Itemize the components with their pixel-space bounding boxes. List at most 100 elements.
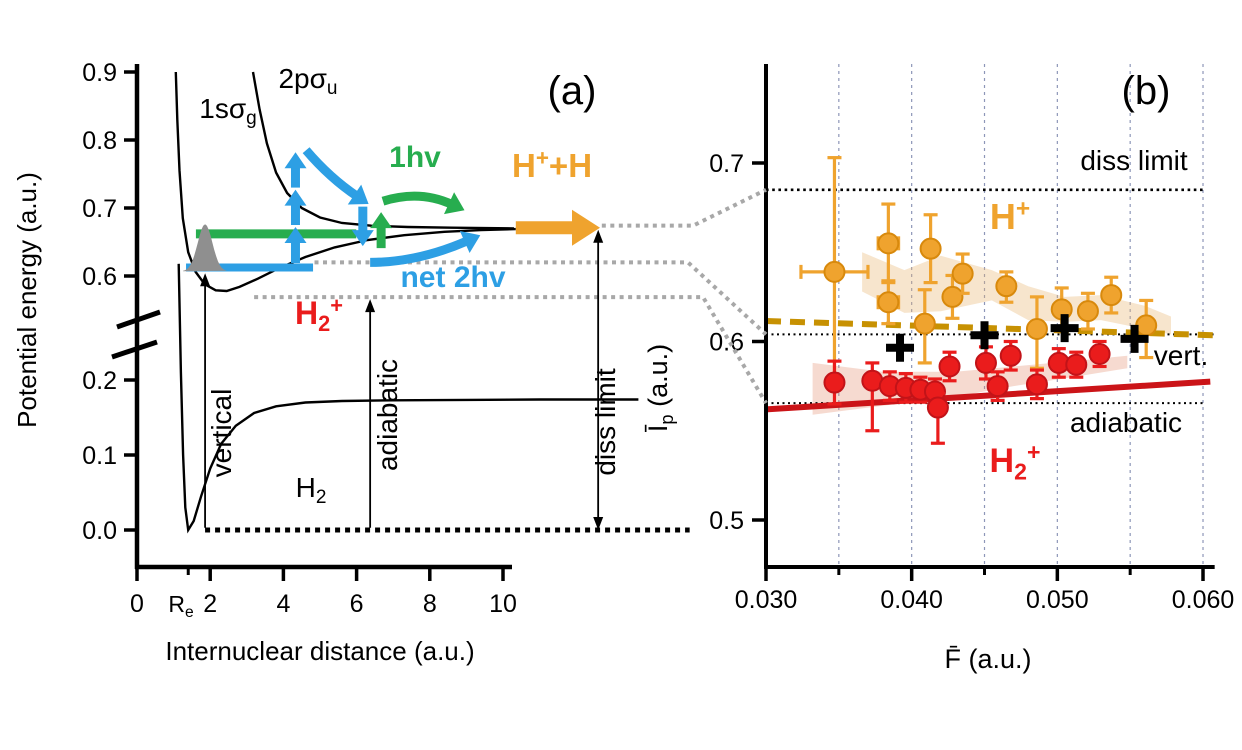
y-tick-label: 0.2 bbox=[82, 367, 117, 395]
arrow-head bbox=[284, 227, 307, 243]
data-point-cross-markers bbox=[1120, 324, 1149, 353]
green-1hv-arrow bbox=[381, 191, 455, 209]
arrow-head bbox=[365, 299, 376, 313]
label-diss-limit-a: diss limit bbox=[590, 368, 621, 476]
data-point-H2-plus bbox=[926, 391, 949, 445]
marker-circle bbox=[986, 375, 1009, 398]
axis-break-slash bbox=[116, 309, 161, 330]
curve-1ssg bbox=[174, 71, 516, 293]
data-point-H-plus bbox=[919, 213, 942, 285]
arrow-head bbox=[444, 192, 465, 215]
re-tick-label: Re bbox=[168, 591, 193, 621]
data-point-cross-markers bbox=[886, 333, 915, 362]
x-tick-label: 2 bbox=[203, 590, 217, 618]
series-H2-plus bbox=[823, 339, 1111, 445]
arrow-head bbox=[284, 189, 307, 206]
blue-slide-down-arrow bbox=[302, 147, 360, 201]
marker-circle bbox=[1088, 342, 1111, 365]
data-point-H-plus bbox=[913, 288, 936, 365]
x-tick-label: 0.030 bbox=[735, 586, 798, 614]
y-tick-label: 0.5 bbox=[709, 507, 744, 535]
arrow-head bbox=[347, 184, 369, 205]
data-point-H2-plus bbox=[986, 370, 1009, 403]
x-tick-label: 4 bbox=[276, 590, 290, 618]
panel-b-tag: (b) bbox=[1122, 69, 1171, 113]
x-tick-label: 10 bbox=[489, 590, 517, 618]
data-point-cross-markers bbox=[1050, 314, 1079, 343]
marker-circle bbox=[951, 262, 974, 285]
marker-circle bbox=[974, 351, 997, 374]
label-hplus-b: H+ bbox=[990, 195, 1030, 237]
marker-circle bbox=[1076, 300, 1099, 323]
marker-circle bbox=[926, 396, 949, 419]
y-tick-label: 0.7 bbox=[82, 195, 117, 223]
series-cross-markers bbox=[886, 314, 1149, 362]
marker-circle bbox=[941, 285, 964, 308]
label-vertical: vertical bbox=[206, 389, 237, 478]
panel-b: 0.030 0.040 0.050 0.060 0.7 0.6 0.5 (b) diss lim… bbox=[643, 64, 1234, 674]
data-point-H-plus bbox=[799, 156, 870, 388]
curve-H2-ground-state bbox=[177, 263, 639, 534]
gray-guide-line bbox=[314, 260, 768, 336]
marker-circle bbox=[1100, 284, 1123, 307]
marker-circle bbox=[913, 312, 936, 335]
data-point-H-plus bbox=[1100, 275, 1123, 315]
label-adiabatic-a: adiabatic bbox=[372, 359, 403, 471]
data-point-H-plus bbox=[995, 270, 1018, 304]
blue-net2hv-arrow bbox=[370, 236, 470, 267]
arrow-head bbox=[351, 230, 374, 247]
panel-a-axes: 0.9 0.8 0.7 0.6 0.2 0.1 0.0 0 2 4 6 8 10 bbox=[82, 59, 517, 618]
x-tick-label: 8 bbox=[423, 590, 437, 618]
y-tick-label: 0.7 bbox=[709, 150, 744, 178]
arrow-head bbox=[284, 152, 307, 169]
y-tick-label: 0.6 bbox=[709, 329, 744, 357]
arrow-head bbox=[370, 212, 393, 229]
arrow-head bbox=[459, 231, 481, 253]
marker-circle bbox=[938, 355, 961, 378]
marker-circle bbox=[1065, 353, 1088, 376]
axis-break-slash bbox=[111, 339, 158, 360]
axis-title-x-b: F̄ (a.u.) bbox=[944, 644, 1031, 674]
label-diss-limit-b: diss limit bbox=[1080, 145, 1188, 176]
marker-circle bbox=[823, 260, 846, 283]
hplus-band bbox=[862, 252, 1171, 335]
arrow-head bbox=[593, 229, 604, 243]
data-point-H2-plus bbox=[999, 339, 1022, 372]
marker-circle bbox=[823, 371, 846, 394]
label-h2plus-a: H2+ bbox=[295, 293, 343, 336]
panel-b-axes: 0.030 0.040 0.050 0.060 0.7 0.6 0.5 bbox=[709, 64, 1234, 614]
marker-circle bbox=[1025, 318, 1048, 341]
x-tick-label: 6 bbox=[350, 590, 364, 618]
x-tick-label: 0 bbox=[130, 590, 144, 618]
data-point-H2-plus bbox=[938, 350, 961, 383]
marker-circle bbox=[999, 344, 1022, 367]
marker-circle bbox=[995, 275, 1018, 298]
x-tick-label: 0.060 bbox=[1172, 586, 1235, 614]
wavepacket bbox=[183, 224, 227, 272]
panel-a-tag: (a) bbox=[548, 69, 597, 113]
panel-connector-guides bbox=[254, 187, 768, 405]
y-tick-label: 0.0 bbox=[82, 517, 117, 545]
label-h2: H2 bbox=[296, 472, 327, 508]
data-point-H-plus bbox=[876, 202, 901, 285]
data-point-H-plus bbox=[876, 279, 901, 326]
data-point-H-plus bbox=[951, 252, 974, 295]
arrow-head bbox=[572, 209, 600, 246]
axis-title-y-a: Potential energy (a.u.) bbox=[12, 172, 42, 428]
label-adiabatic-b: adiabatic bbox=[1070, 407, 1182, 438]
x-tick-label: 0.050 bbox=[1026, 586, 1089, 614]
data-point-H2-plus bbox=[1088, 339, 1111, 369]
label-hplus-plus-h: H++H bbox=[512, 145, 592, 184]
data-point-H2-plus bbox=[861, 361, 884, 433]
panel-a: 0.9 0.8 0.7 0.6 0.2 0.1 0.0 0 2 4 6 8 10 1sσg 2pσu (a) 1… bbox=[12, 59, 690, 666]
arrow-head bbox=[593, 517, 604, 530]
y-tick-label: 0.6 bbox=[82, 263, 117, 291]
curve-label-2psu: 2pσu bbox=[278, 63, 337, 99]
curve-label-1ssg: 1sσg bbox=[199, 93, 256, 129]
data-point-H2-plus bbox=[823, 359, 846, 406]
y-tick-label: 0.8 bbox=[82, 127, 117, 155]
x-tick-label: 0.040 bbox=[880, 586, 943, 614]
label-h2plus-b: H2+ bbox=[990, 439, 1041, 484]
